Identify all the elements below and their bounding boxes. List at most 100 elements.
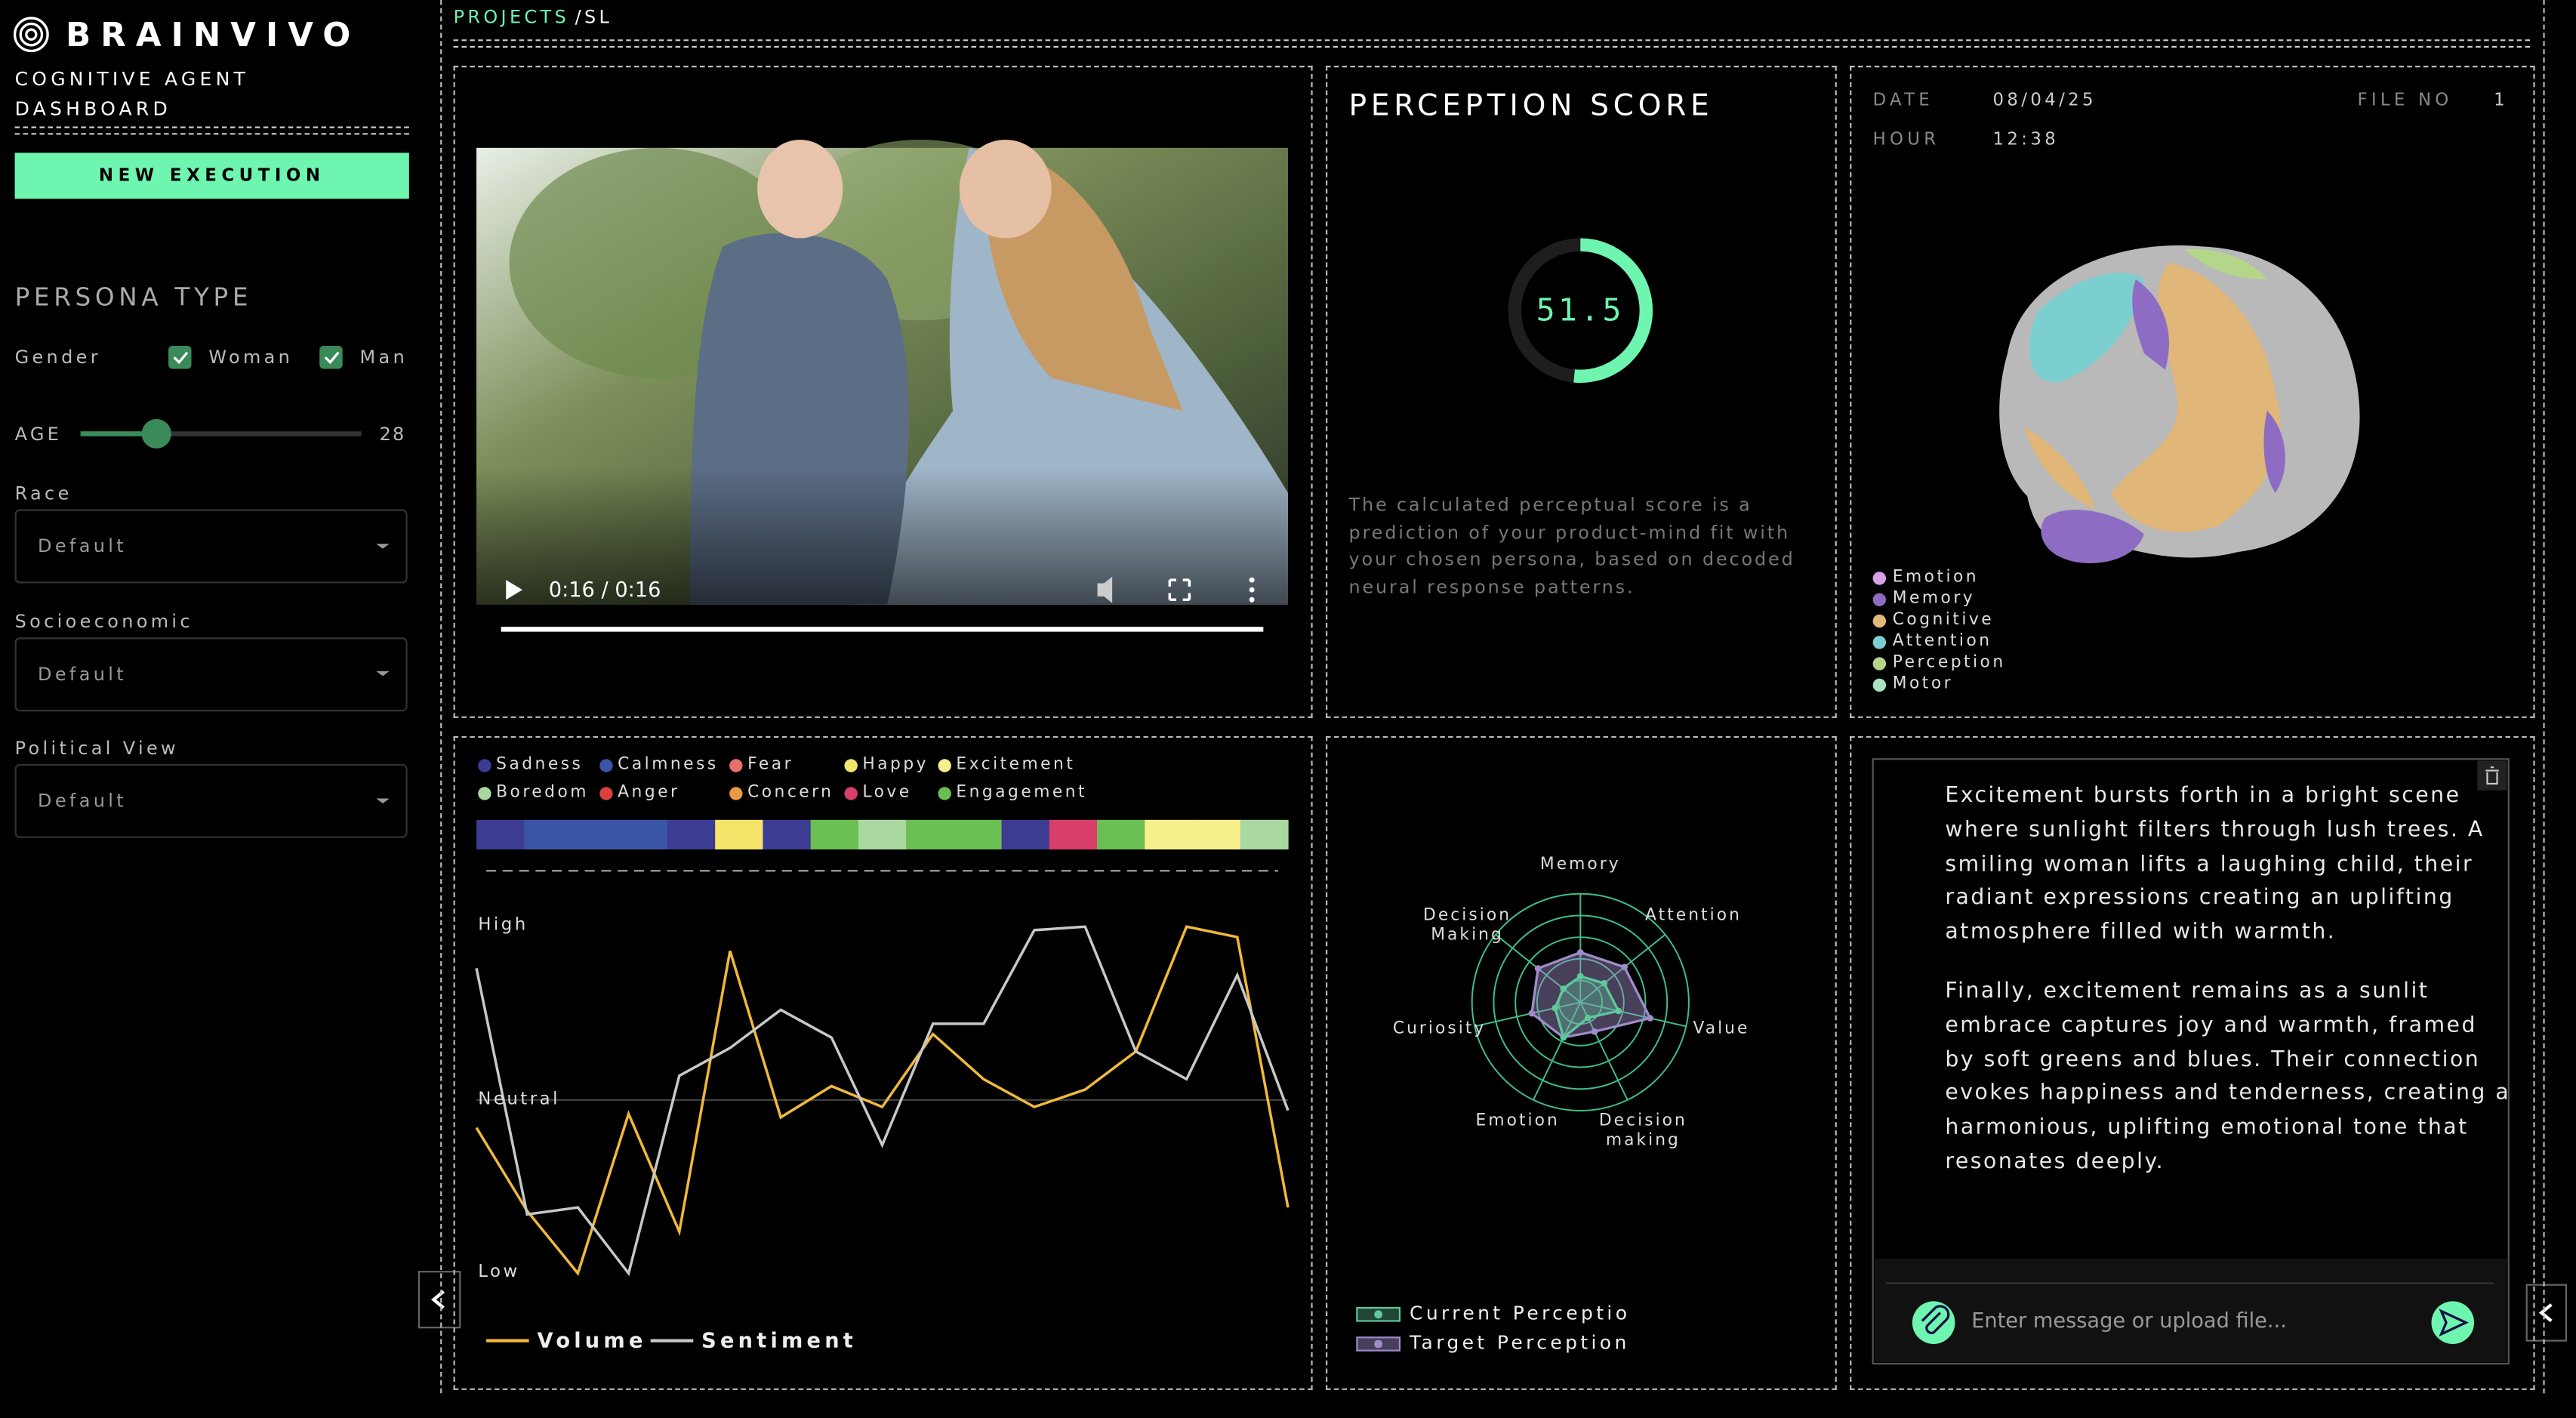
- legend-label: Sadness: [496, 755, 584, 774]
- breadcrumb-root[interactable]: PROJECTS: [453, 6, 570, 28]
- radar-area: [1530, 951, 1653, 1039]
- chat-input[interactable]: Enter message or upload file...: [1971, 1308, 2287, 1333]
- select-label: Political View: [14, 738, 179, 760]
- emotion-segment: [1001, 819, 1050, 849]
- radar-label: Curiosity: [1392, 1020, 1487, 1039]
- collapse-left[interactable]: [418, 1271, 461, 1329]
- emotion-segment: [572, 819, 621, 849]
- radar-point: [1601, 979, 1608, 987]
- radar-spoke: [1533, 1001, 1582, 1101]
- emotion-segment: [1049, 819, 1098, 849]
- checkbox[interactable]: [319, 346, 343, 369]
- legend-label: Volume: [537, 1327, 647, 1352]
- top-separator: [453, 39, 2531, 48]
- checkbox-box: [319, 346, 343, 369]
- legend-label: Cognitive: [1892, 611, 1995, 630]
- send-button[interactable]: [2431, 1301, 2475, 1344]
- y-tick-label: Low: [478, 1262, 520, 1282]
- legend-dot: [1872, 572, 1887, 585]
- checkbox-label: Man: [359, 347, 408, 368]
- emotion-panel: [453, 735, 1313, 1390]
- legend-label: Target Perception: [1410, 1330, 1630, 1355]
- legend-label: Motor: [1892, 675, 1954, 694]
- legend-label: Current Perceptio: [1410, 1301, 1631, 1324]
- hour-value: 12:38: [1992, 129, 2060, 150]
- select-caret: [376, 798, 390, 804]
- legend-label: Engagement: [956, 783, 1088, 802]
- y-tick-label: Neutral: [478, 1088, 560, 1108]
- hour-label: HOUR: [1872, 129, 1940, 150]
- legend-label: Anger: [618, 783, 680, 802]
- radar-point: [1576, 948, 1584, 956]
- emotion-segment: [715, 819, 764, 849]
- legend-label: Sentiment: [701, 1327, 858, 1352]
- file-label: FILE NO: [2357, 90, 2453, 110]
- sidebar-border: [440, 0, 442, 1394]
- emotion-segment: [524, 819, 573, 849]
- breadcrumb-path: /SL: [575, 6, 613, 28]
- chat-box: [1872, 758, 2510, 1365]
- logo: [13, 17, 49, 53]
- emotion-segment: [763, 819, 812, 849]
- legend-label: Emotion: [1892, 568, 1980, 587]
- age-label: AGE: [14, 424, 63, 445]
- file-value: 1: [2494, 90, 2505, 110]
- score-value: 51.5: [1536, 292, 1625, 329]
- gauge-arc: [1573, 238, 1653, 384]
- age-value: 28: [379, 424, 406, 445]
- emotion-segment: [1097, 819, 1145, 849]
- legend-label: Fear: [747, 755, 794, 774]
- new-execution-button[interactable]: NEW EXECUTION: [14, 153, 409, 199]
- brand: BRAINVIVO: [66, 14, 361, 54]
- attach-button[interactable]: [1912, 1301, 1955, 1344]
- legend-dot: [478, 787, 491, 800]
- video-frame[interactable]: [476, 139, 1288, 632]
- series-line: [475, 925, 1290, 1277]
- legend-label: Perception: [1892, 654, 2006, 672]
- legend-label: Boredom: [496, 783, 589, 802]
- checkbox-tick: [324, 351, 340, 365]
- slider-thumb[interactable]: [141, 418, 171, 449]
- legend-dot: [1872, 614, 1887, 628]
- score-panel: [1326, 66, 1837, 718]
- legend-label: Concern: [747, 783, 834, 802]
- legend-label: Calmness: [618, 755, 719, 774]
- legend-dot: [1872, 657, 1887, 670]
- radar-point: [1560, 1034, 1567, 1041]
- video-time: 0:16 / 0:16: [548, 576, 661, 602]
- radar-ring: [1471, 892, 1690, 1111]
- radar-label: Decision making: [1598, 1111, 1687, 1150]
- summary-text: Excitement bursts forth in a bright scen…: [1945, 781, 2512, 1206]
- legend-label: Excitement: [956, 755, 1076, 774]
- radar-point: [1528, 1010, 1536, 1017]
- select-box[interactable]: Default: [14, 509, 408, 584]
- radar-point: [1560, 985, 1567, 992]
- legend-dot: [844, 787, 858, 800]
- select-box[interactable]: Default: [14, 637, 408, 711]
- radar-spoke: [1474, 1001, 1581, 1028]
- legend-dot: [1872, 593, 1887, 606]
- delete-button[interactable]: [2477, 760, 2507, 791]
- score-description: The calculated perceptual score is a pre…: [1348, 494, 1795, 598]
- checkbox-tick: [173, 351, 189, 365]
- date-label: DATE: [1872, 90, 1934, 110]
- radar-label: Attention: [1645, 906, 1742, 925]
- radar-panel: [1326, 735, 1837, 1390]
- select-label: Race: [14, 482, 72, 505]
- checkbox[interactable]: [168, 346, 192, 369]
- score-title: PERCEPTION SCORE: [1348, 88, 1714, 124]
- brain-render: [1999, 245, 2360, 564]
- emotion-segment: [858, 819, 907, 849]
- legend-dot: [599, 759, 613, 772]
- select-value: Default: [38, 663, 127, 685]
- checkbox-box: [168, 346, 192, 369]
- legend-dot: [478, 759, 491, 772]
- radar-label: Value: [1693, 1020, 1750, 1039]
- select-box[interactable]: Default: [14, 763, 408, 838]
- radar-point: [1591, 1028, 1598, 1035]
- radar-label: Emotion: [1475, 1111, 1560, 1130]
- y-tick-label: High: [478, 915, 528, 936]
- radar-point: [1576, 973, 1584, 980]
- persona-title: PERSONA TYPE: [14, 282, 253, 313]
